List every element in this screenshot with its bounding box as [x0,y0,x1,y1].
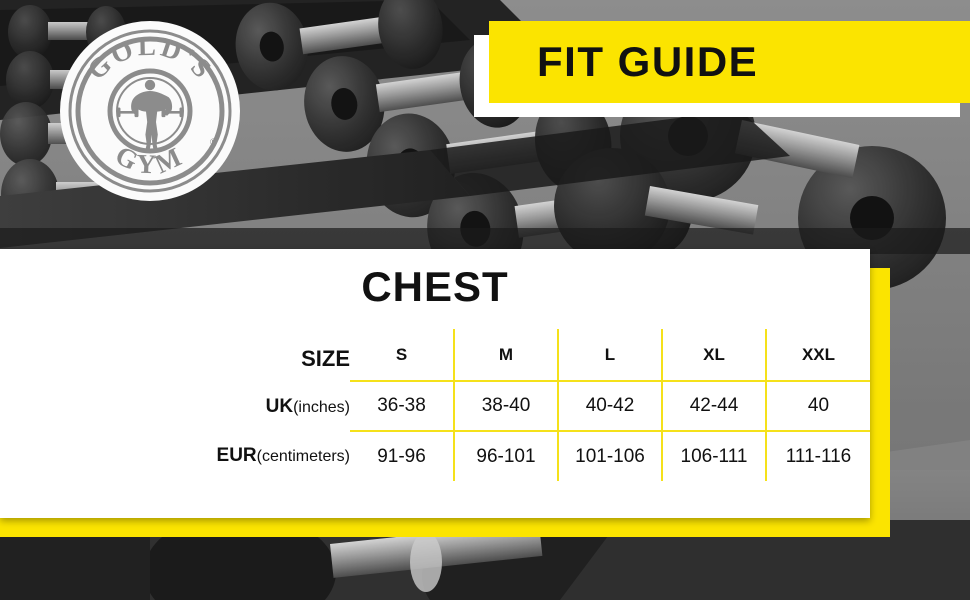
row-label-eur: EUR(centimeters) [0,431,350,481]
column-header-l: L [558,329,663,381]
cell-uk-xxl: 40 [766,380,870,431]
cell-eur-xxl: 111-116 [766,430,870,481]
column-header-xxl: XXL [801,344,836,364]
column-header-s: S [350,329,455,381]
cell-uk-m: 38-40 [454,380,559,431]
svg-text:®: ® [210,137,217,147]
size-chart-card: CHEST SIZE S M L XL XXL UK(inches) 36-38 [0,249,870,518]
column-header-xl: XL [662,329,767,381]
cell-uk-s: 36-38 [350,380,455,431]
fit-guide-banner: FIT GUIDE [474,21,970,117]
cell-uk-l: 40-42 [558,380,663,431]
table-row-uk: UK(inches) 36-38 38-40 40-42 42-44 40 [0,380,870,431]
golds-gym-logo: GOLD'S GYM ® [60,21,240,201]
size-label-cell: SIZE [0,329,350,381]
cell-uk-xl: 42-44 [662,380,767,431]
size-label: SIZE [301,346,350,371]
size-table: SIZE S M L XL XXL UK(inches) 36-38 38-40… [0,329,870,481]
cell-eur-l: 101-106 [558,430,663,481]
row-label-uk: UK(inches) [0,381,350,431]
page-title: CHEST [361,263,509,310]
row-label-uk-unit: UK [265,395,294,417]
row-label-eur-note: (centimeters) [256,448,350,465]
table-header-row: SIZE S M L XL XXL [0,329,870,381]
banner-plate: FIT GUIDE [489,21,970,103]
row-label-uk-note: (inches) [293,398,350,416]
column-header-m: M [454,329,559,381]
cell-eur-s: 91-96 [350,430,455,481]
cell-eur-xl: 106-111 [662,430,767,481]
banner-title: FIT GUIDE [537,38,759,85]
cell-eur-m: 96-101 [454,430,559,481]
row-label-eur-unit: EUR [216,445,257,466]
table-row-eur: EUR(centimeters) 91-96 96-101 101-106 10… [0,430,870,481]
